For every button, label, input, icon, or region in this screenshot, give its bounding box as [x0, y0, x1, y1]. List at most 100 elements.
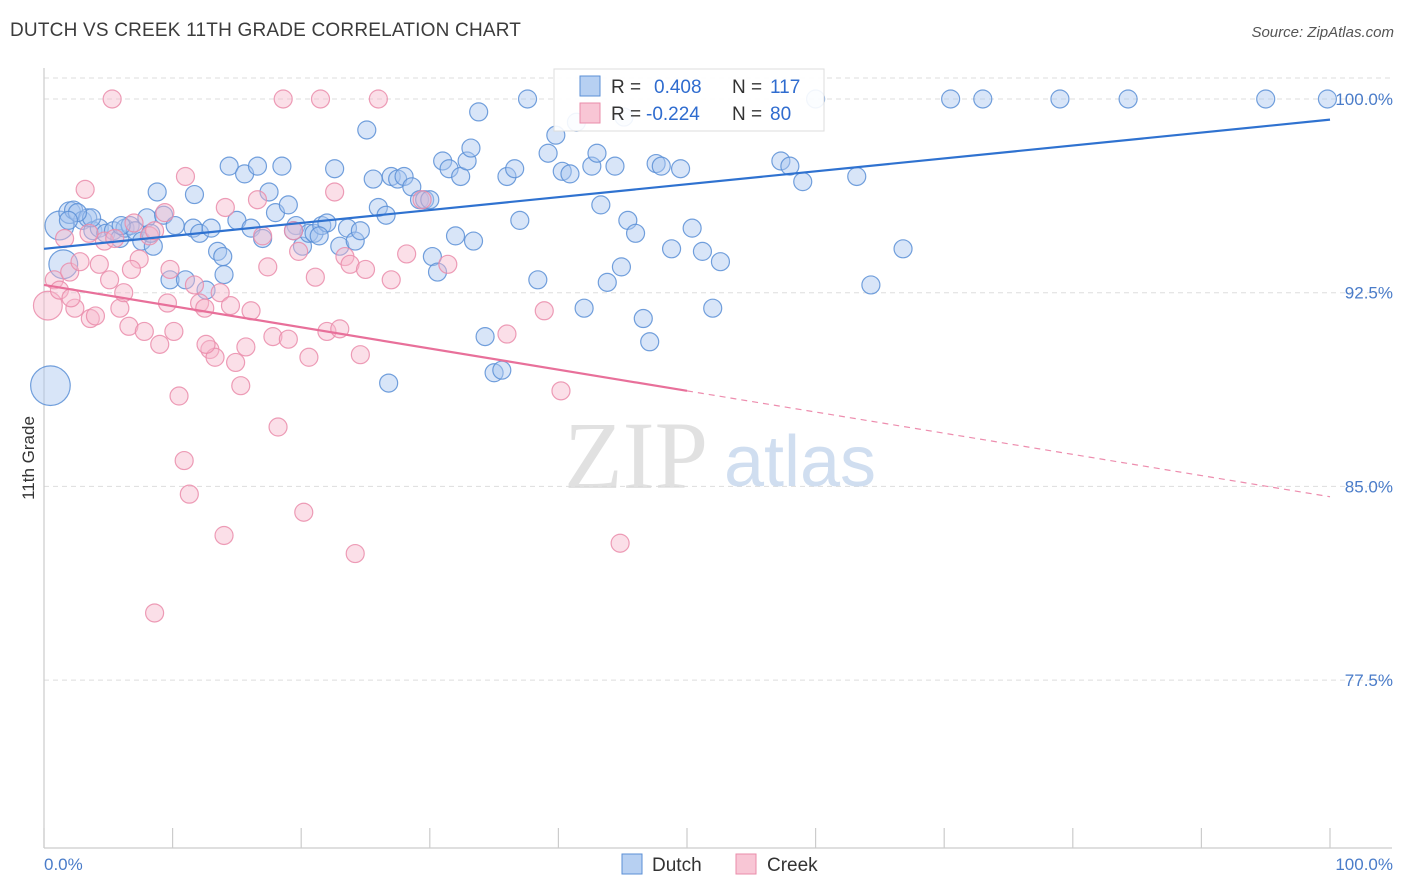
- dutch-point: [278, 195, 298, 215]
- dutch-point: [439, 159, 459, 179]
- dutch-point: [420, 190, 440, 210]
- creek-point: [299, 347, 319, 367]
- dutch-point: [272, 156, 292, 176]
- source-note: Source: ZipAtlas.com: [1251, 24, 1394, 41]
- y-tick-label: 92.5%: [1345, 284, 1393, 303]
- creek-point: [196, 334, 216, 354]
- dutch-point: [611, 257, 632, 277]
- legend-creek-n-label: N =: [732, 104, 762, 125]
- creek-point: [99, 270, 120, 290]
- dutch-point: [363, 169, 383, 189]
- creek-point: [289, 241, 309, 261]
- creek-trend-line-extension: [686, 390, 1331, 498]
- dutch-point: [422, 246, 442, 267]
- creek-point: [190, 293, 210, 313]
- creek-point: [273, 89, 293, 109]
- dutch-point: [633, 308, 653, 329]
- creek-point: [610, 533, 630, 553]
- x-tick-labels: 0.0% 100.0%: [44, 855, 1393, 874]
- series-legend: Dutch Creek: [621, 853, 818, 876]
- creek-point: [150, 334, 170, 354]
- creek-point: [184, 275, 205, 295]
- trend-lines: [43, 118, 1331, 498]
- dutch-point: [505, 159, 525, 179]
- x-tick-label: 100.0%: [1335, 855, 1393, 874]
- creek-point: [253, 226, 273, 246]
- dutch-point: [847, 166, 867, 187]
- creek-point: [70, 252, 90, 272]
- creek-point: [340, 254, 360, 274]
- dutch-point: [330, 236, 350, 256]
- creek-point: [110, 298, 130, 318]
- dutch-point: [304, 223, 324, 243]
- dutch-point: [147, 182, 167, 202]
- creek-point: [325, 182, 345, 202]
- creek-point: [175, 166, 196, 187]
- creek-trend-line: [43, 283, 688, 392]
- creek-point: [157, 293, 178, 313]
- dutch-point: [201, 218, 221, 238]
- watermark-zip: ZIP: [564, 402, 708, 509]
- dutch-point: [605, 156, 625, 176]
- creek-point: [164, 321, 184, 342]
- creek-point: [160, 259, 180, 280]
- legend-creek-swatch: [579, 102, 601, 124]
- dutch-point: [651, 156, 671, 176]
- creek-point: [124, 213, 144, 233]
- legend-creek-label: Creek: [767, 855, 818, 876]
- dutch-point: [510, 210, 530, 230]
- creek-point: [121, 259, 142, 280]
- dutch-point: [670, 159, 691, 179]
- legend-dutch-label: Dutch: [652, 855, 702, 876]
- dutch-point: [574, 298, 594, 318]
- creek-point: [263, 327, 283, 347]
- creek-point: [119, 316, 139, 336]
- dutch-points: [30, 89, 1338, 407]
- creek-point: [350, 345, 370, 365]
- watermark: ZIP atlas: [564, 402, 876, 509]
- dutch-point: [445, 226, 466, 246]
- dutch-point: [591, 195, 611, 215]
- y-tick-label: 100.0%: [1335, 90, 1393, 109]
- creek-point: [220, 296, 241, 316]
- legend-dutch-n-label: N =: [732, 77, 762, 98]
- dutch-point: [184, 184, 205, 205]
- dutch-point: [1317, 89, 1338, 109]
- dutch-point: [692, 241, 713, 261]
- dutch-point: [497, 166, 517, 187]
- creek-point: [210, 283, 230, 303]
- legend-creek-icon: [735, 853, 757, 875]
- creek-point: [85, 306, 106, 326]
- creek-point: [355, 259, 376, 280]
- dutch-point: [461, 138, 481, 158]
- creek-point: [144, 603, 165, 623]
- watermark-atlas: atlas: [724, 422, 876, 502]
- creek-point: [345, 543, 365, 564]
- creek-points: [32, 89, 630, 623]
- legend-creek-r-value: -0.224: [646, 104, 700, 125]
- x-tick-label: 0.0%: [44, 855, 83, 874]
- dutch-point: [463, 231, 484, 251]
- creek-point: [155, 203, 175, 223]
- creek-point: [534, 301, 554, 321]
- creek-point: [283, 221, 304, 241]
- dutch-point: [81, 208, 102, 228]
- creek-point: [215, 197, 235, 218]
- creek-point: [497, 324, 517, 344]
- creek-point: [54, 228, 75, 249]
- creek-point: [268, 417, 288, 437]
- dutch-point: [259, 182, 279, 202]
- dutch-point: [587, 143, 607, 163]
- dutch-point: [219, 156, 239, 176]
- dutch-point: [309, 226, 329, 246]
- stats-legend: R = 0.408 N = 117 R = -0.224 N = 80: [553, 68, 825, 132]
- creek-point: [44, 270, 64, 290]
- creek-point: [310, 89, 331, 109]
- dutch-point: [160, 270, 180, 290]
- legend-creek-n-value: 80: [770, 104, 791, 125]
- creek-point: [381, 270, 401, 290]
- dutch-point: [793, 172, 813, 192]
- creek-point: [49, 280, 70, 300]
- creek-point: [438, 254, 458, 274]
